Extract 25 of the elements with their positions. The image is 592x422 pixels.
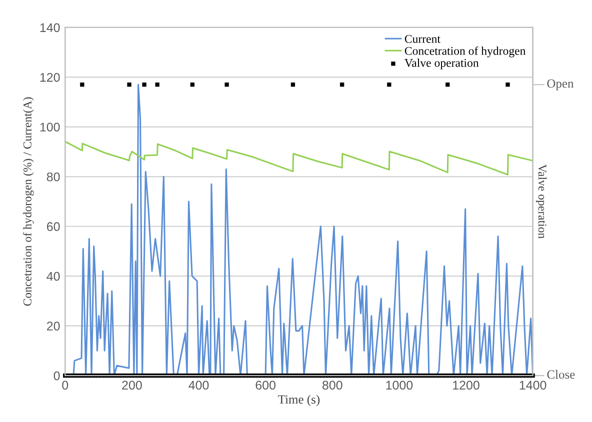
x-axis-title: Time (s)	[278, 394, 320, 406]
y-tick-label: 60	[46, 222, 60, 232]
x-tick-label: 200	[122, 380, 142, 390]
x-tick-label: 1400	[520, 380, 546, 390]
y2-axis-title: Valve operation	[536, 164, 547, 239]
text: Open	[547, 79, 574, 90]
y-tick-label: 40	[46, 272, 60, 281]
y-tick-label: 120	[40, 72, 60, 82]
x-tick-label: 1000	[386, 380, 413, 390]
y-tick-label: 100	[40, 122, 60, 132]
x-tick-label: 800	[322, 380, 342, 390]
y-tick-label: 0	[54, 371, 60, 380]
x-tick-label: 1200	[453, 380, 480, 390]
y-tick-label: 80	[46, 172, 60, 182]
x-tick-label: 0	[62, 380, 68, 390]
x-tick-label: 400	[188, 380, 209, 390]
y-tick-label: 20	[46, 322, 60, 330]
line-series	[65, 140, 533, 176]
y-axis-title: Concetration of hydorogen (%) / Current(A)	[22, 97, 34, 306]
text: Close	[547, 370, 575, 379]
legend-label: Concetration of hydrogen	[404, 46, 526, 58]
legend-label: Valve operation	[404, 58, 479, 70]
y-tick-label: 140	[40, 23, 60, 32]
legend-label: Current	[404, 34, 440, 43]
x-tick-label: 600	[256, 380, 276, 390]
